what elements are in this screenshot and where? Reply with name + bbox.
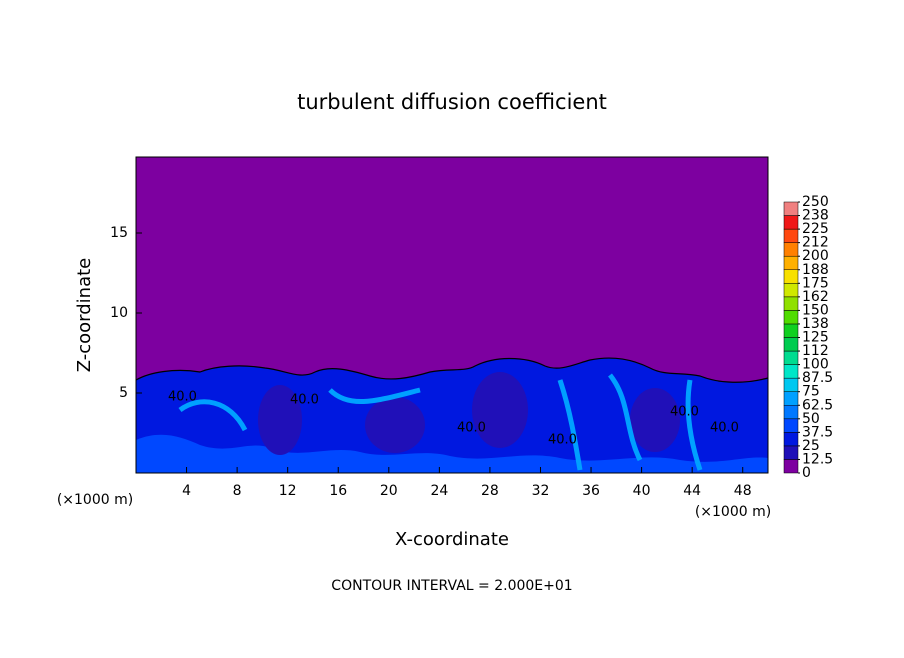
colorbar-label: 225 xyxy=(802,221,829,237)
x-tick-label: 24 xyxy=(430,483,448,499)
colorbar-label: 0 xyxy=(802,465,811,481)
contour-label: 40.0 xyxy=(670,405,699,420)
contour-label: 40.0 xyxy=(710,421,739,436)
y-tick-label: 10 xyxy=(110,305,128,321)
colorbar-bin xyxy=(783,323,799,338)
colorbar-bin xyxy=(783,391,799,406)
x-tick-label: 16 xyxy=(329,483,347,499)
colorbar-bin xyxy=(783,310,799,325)
contour-label: 40.0 xyxy=(290,393,319,408)
colorbar-label: 138 xyxy=(802,316,829,332)
colorbar-label: 37.5 xyxy=(802,424,833,440)
x-tick-label: 12 xyxy=(279,483,297,499)
y-tick-label: 15 xyxy=(110,225,128,241)
colorbar-bin xyxy=(783,296,799,311)
colorbar-bin xyxy=(783,269,799,284)
colorbar-bin xyxy=(783,432,799,447)
colorbar-label: 238 xyxy=(802,208,829,224)
colorbar-bin xyxy=(783,242,799,257)
colorbar-bin xyxy=(783,350,799,365)
x-tick-label: 48 xyxy=(734,483,752,499)
x-unit-label: (×1000 m) xyxy=(57,492,133,508)
colorbar-bin xyxy=(783,418,799,433)
colorbar-label: 87.5 xyxy=(802,370,833,386)
x-tick-label: 32 xyxy=(532,483,550,499)
colorbar-bin xyxy=(783,445,799,460)
colorbar-label: 100 xyxy=(802,357,829,373)
y-tick-label: 5 xyxy=(119,385,128,401)
x-axis-label: X-coordinate xyxy=(395,529,509,550)
contour-labels: 40.0 40.0 40.0 40.0 40.0 40.0 xyxy=(168,390,739,448)
chart-title: turbulent diffusion coefficient xyxy=(297,90,607,114)
colorbar-label: 50 xyxy=(802,411,820,427)
colorbar-bin xyxy=(783,405,799,420)
colorbar-label: 188 xyxy=(802,262,829,278)
colorbar-bin xyxy=(783,283,799,298)
colorbar-label: 162 xyxy=(802,289,829,305)
field xyxy=(135,157,769,473)
colorbar-label: 200 xyxy=(802,248,829,264)
plot-frame xyxy=(135,156,769,474)
colorbar-label: 75 xyxy=(802,384,820,400)
contour-label: 40.0 xyxy=(168,390,197,405)
colorbar-bin xyxy=(783,215,799,230)
x-unit-label: (×1000 m) xyxy=(695,504,771,520)
colorbar-label: 250 xyxy=(802,194,829,210)
contour-label: 40.0 xyxy=(548,433,577,448)
colorbar-label: 12.5 xyxy=(802,451,833,467)
colorbar-bin xyxy=(783,337,799,352)
colorbar-bin xyxy=(783,255,799,271)
x-tick-label: 8 xyxy=(233,483,242,499)
colorbar-bin xyxy=(783,201,799,216)
colorbar-bin xyxy=(783,377,799,392)
colorbar-label: 150 xyxy=(802,302,829,318)
x-tick-label: 4 xyxy=(182,483,191,499)
colorbar-label: 175 xyxy=(802,275,829,291)
colorbar-bin xyxy=(783,459,799,474)
colorbar-label: 112 xyxy=(802,343,829,359)
colorbar-bin xyxy=(783,228,799,243)
colorbar-label: 25 xyxy=(802,438,820,454)
contour-note: CONTOUR INTERVAL = 2.000E+01 xyxy=(331,578,572,594)
x-tick-label: 28 xyxy=(481,483,499,499)
x-tick-label: 44 xyxy=(683,483,701,499)
colorbar-bin xyxy=(783,364,799,379)
colorbar-label: 212 xyxy=(802,235,829,251)
colorbar-label: 62.5 xyxy=(802,397,833,413)
x-tick-label: 36 xyxy=(582,483,600,499)
colorbar-label: 125 xyxy=(802,330,829,346)
x-tick-label: 20 xyxy=(380,483,398,499)
x-tick-label: 40 xyxy=(633,483,651,499)
contour-label: 40.0 xyxy=(457,421,486,436)
y-axis-label: Z-coordinate xyxy=(74,258,95,373)
